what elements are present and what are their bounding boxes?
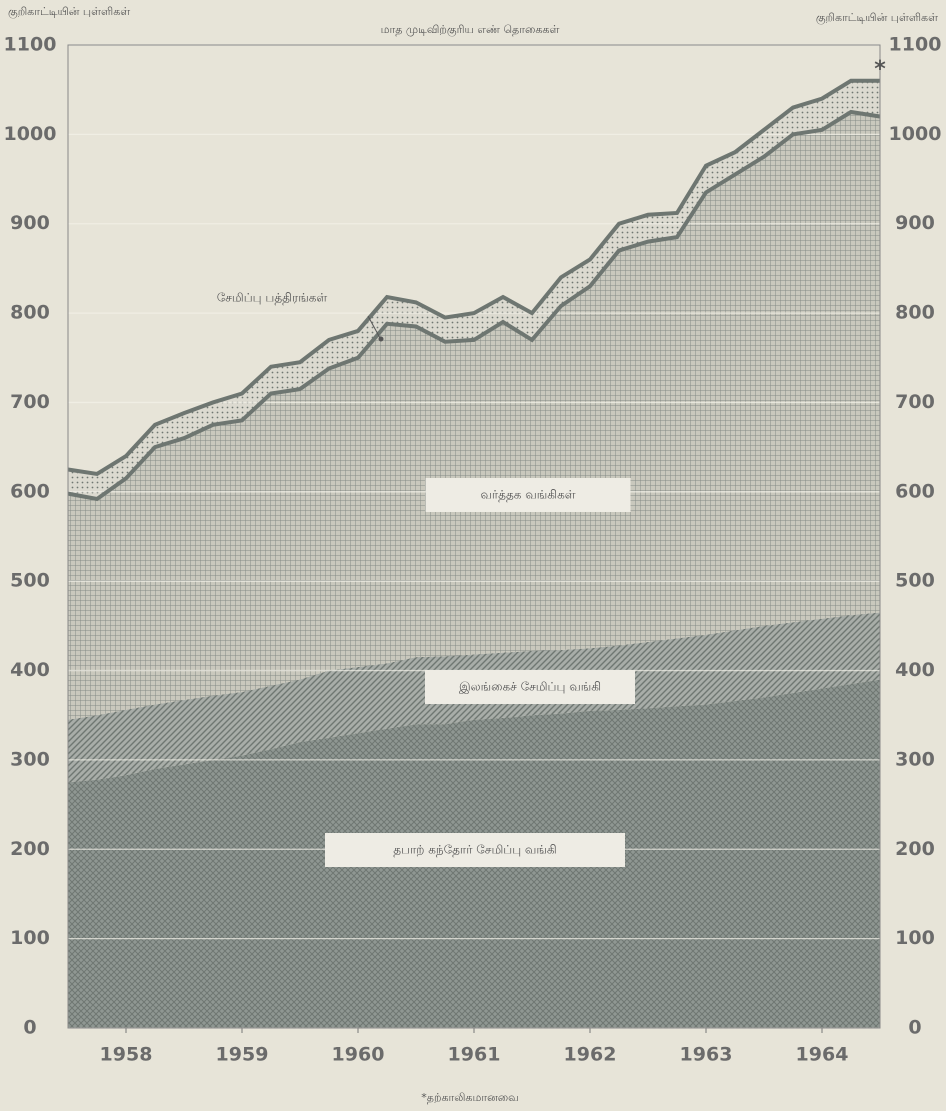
y-tick-label: 500 <box>10 570 50 592</box>
y2-tick-label: 0 <box>908 1017 921 1039</box>
series-label: இலங்கைச் சேமிப்பு வங்கி <box>459 680 601 695</box>
frame <box>67 44 881 1029</box>
y2-tick-label: 600 <box>895 480 935 502</box>
y-tick-label: 1000 <box>4 123 57 145</box>
chart-title: மாத முடிவிற்குரிய எண் தொகைகள் <box>381 23 560 38</box>
area <box>68 80 880 499</box>
label-box <box>425 478 631 512</box>
y2-tick-label: 100 <box>895 927 935 949</box>
x-tick-label: 1958 <box>100 1044 153 1066</box>
y2-tick-label: 1000 <box>889 123 942 145</box>
y2-tick-label: 500 <box>895 570 935 592</box>
y-label-right: குறிகாட்டியின் புள்ளிகள் <box>816 11 938 26</box>
x-tick-label: 1964 <box>796 1044 849 1066</box>
y2-tick-label: 700 <box>895 391 935 413</box>
y-tick-label: 400 <box>10 659 50 681</box>
y-tick-label: 900 <box>10 212 50 234</box>
y2-tick-label: 400 <box>895 659 935 681</box>
y-tick-label: 300 <box>10 748 50 770</box>
y-tick-label: 600 <box>10 480 50 502</box>
boundary-line <box>67 78 880 477</box>
y2-tick-label: 300 <box>895 748 935 770</box>
y2-tick-label: 1100 <box>889 34 942 56</box>
y-tick-label: 700 <box>10 391 50 413</box>
leader-dot <box>378 336 384 342</box>
label-box <box>425 670 635 704</box>
x-tick-label: 1963 <box>680 1044 733 1066</box>
area <box>68 112 880 720</box>
x-tick-label: 1962 <box>564 1044 617 1066</box>
x-tick-label: 1959 <box>216 1044 269 1066</box>
y-tick-label: 0 <box>23 1017 36 1039</box>
x-tick-label: 1961 <box>448 1044 501 1066</box>
footnote: *தற்காலிகமானவை <box>421 1091 518 1104</box>
leader <box>367 315 381 339</box>
y-label-left: குறிகாட்டியின் புள்ளிகள் <box>8 5 130 20</box>
y2-tick-label: 800 <box>895 302 935 324</box>
y-tick-label: 800 <box>10 302 50 324</box>
series-label: தபாற் கந்தோர் சேமிப்பு வங்கி <box>393 843 557 857</box>
y-tick-label: 100 <box>10 927 50 949</box>
y-tick-label: 200 <box>10 838 50 860</box>
x-tick-label: 1960 <box>332 1044 385 1066</box>
y2-tick-label: 200 <box>895 838 935 860</box>
series-label: வர்த்தக வங்கிகள் <box>480 488 575 502</box>
series-label: சேமிப்பு பத்திரங்கள் <box>217 291 328 305</box>
boundary-line <box>67 109 881 502</box>
y-tick-label: 1100 <box>4 34 57 56</box>
annotation: * <box>874 57 886 82</box>
y2-tick-label: 900 <box>895 212 935 234</box>
label-box <box>325 833 625 867</box>
